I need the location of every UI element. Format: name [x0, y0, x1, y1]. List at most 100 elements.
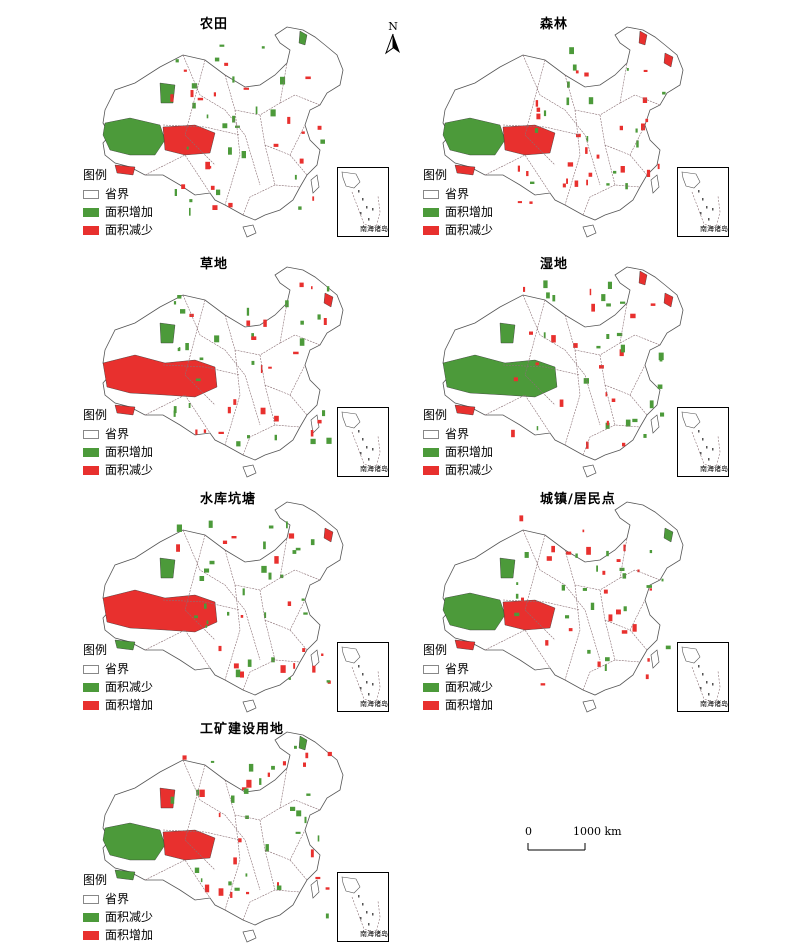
legend-item: 面积增加	[423, 443, 493, 461]
change-patch	[534, 128, 539, 133]
change-patch	[575, 553, 578, 558]
province-boundary	[279, 334, 321, 346]
change-patch	[243, 87, 249, 90]
taiwan-outline	[310, 174, 320, 194]
legend-label: 面积减少	[105, 463, 154, 477]
province-boundary	[259, 819, 306, 861]
province-boundary	[619, 569, 661, 581]
change-patch	[295, 547, 301, 551]
change-patch	[235, 125, 240, 128]
province-boundary	[264, 384, 301, 428]
south-china-sea-inset: 南海诸岛	[677, 642, 729, 712]
change-patch	[224, 62, 229, 66]
change-patch	[290, 806, 296, 811]
island-dot	[698, 430, 700, 433]
legend-title: 图例	[83, 168, 108, 182]
legend-label: 面积减少	[445, 680, 494, 694]
change-patch	[529, 201, 533, 204]
change-patch	[646, 585, 652, 588]
province-boundary	[484, 154, 551, 194]
change-patch	[263, 541, 266, 550]
island-dot	[366, 911, 368, 914]
change-patch	[178, 347, 181, 350]
change-patch	[203, 429, 207, 433]
change-patch	[212, 205, 218, 210]
change-patch	[292, 550, 297, 554]
legend-item: 面积增加	[423, 203, 493, 221]
change-patch	[176, 544, 180, 552]
green-region	[159, 322, 176, 344]
change-patch	[185, 343, 189, 351]
change-patch	[567, 162, 574, 167]
legend-label: 省界	[445, 427, 470, 441]
red-region	[102, 354, 218, 398]
change-patch	[186, 146, 189, 150]
change-patch	[305, 76, 311, 80]
inset-map	[341, 171, 381, 229]
map-panel-reservoir: 水库坑塘 南海诸岛 图例 省界 面积减少 面积增加	[75, 485, 455, 715]
change-patch	[551, 545, 555, 553]
change-patch	[276, 885, 282, 891]
province-boundary	[564, 584, 581, 681]
green-region	[499, 322, 516, 344]
change-patch	[516, 127, 520, 133]
legend-item: 省界	[423, 185, 493, 203]
legend-item: 面积增加	[83, 443, 153, 461]
change-patch	[575, 70, 579, 74]
change-patch	[246, 307, 250, 316]
change-patch	[616, 609, 621, 615]
inset-label: 南海诸岛	[700, 225, 728, 233]
island-dot	[700, 687, 702, 690]
south-china-sea-inset: 南海诸岛	[337, 642, 389, 712]
legend-label: 省界	[105, 427, 130, 441]
island-dot	[358, 895, 360, 898]
legend: 图例 省界 面积增加 面积减少	[423, 406, 493, 479]
red-region	[502, 599, 556, 631]
change-patch	[582, 529, 585, 533]
province-boundary	[264, 849, 301, 893]
change-patch	[514, 602, 517, 607]
legend-swatch	[423, 225, 439, 235]
change-patch	[326, 286, 330, 292]
change-patch	[517, 201, 522, 204]
change-patch	[543, 332, 546, 339]
change-patch	[566, 178, 568, 184]
legend-swatch	[83, 447, 99, 457]
green-region	[102, 822, 166, 861]
change-patch	[247, 659, 252, 667]
south-china-sea-inset: 南海诸岛	[337, 407, 389, 477]
taiwan-outline	[310, 879, 320, 899]
red-region	[162, 829, 216, 861]
legend-item: 省界	[423, 425, 493, 443]
change-patch	[204, 603, 207, 609]
province-boundary	[599, 354, 646, 396]
change-patch	[586, 441, 589, 449]
green-region	[298, 30, 308, 46]
taiwan-outline	[650, 414, 660, 434]
province-boundary	[484, 394, 551, 434]
legend-swatch	[423, 447, 439, 457]
change-patch	[260, 407, 266, 415]
change-patch	[173, 406, 177, 414]
province-boundary	[502, 364, 581, 376]
change-patch	[299, 282, 304, 288]
change-patch	[568, 628, 573, 632]
change-patch	[296, 810, 302, 817]
hainan-outline	[582, 464, 597, 478]
change-patch	[516, 582, 519, 585]
legend-label: 面积增加	[445, 205, 494, 219]
change-patch	[599, 365, 604, 369]
change-patch	[282, 761, 286, 766]
change-patch	[536, 113, 541, 120]
red-region	[323, 292, 334, 308]
change-patch	[665, 645, 671, 650]
legend-item: 面积减少	[83, 221, 153, 239]
change-patch	[176, 524, 182, 532]
change-patch	[214, 335, 220, 343]
change-patch	[312, 196, 315, 201]
change-patch	[649, 550, 653, 554]
province-boundary	[264, 619, 301, 663]
change-patch	[522, 368, 525, 372]
legend-title: 图例	[423, 168, 448, 182]
change-patch	[200, 878, 203, 883]
